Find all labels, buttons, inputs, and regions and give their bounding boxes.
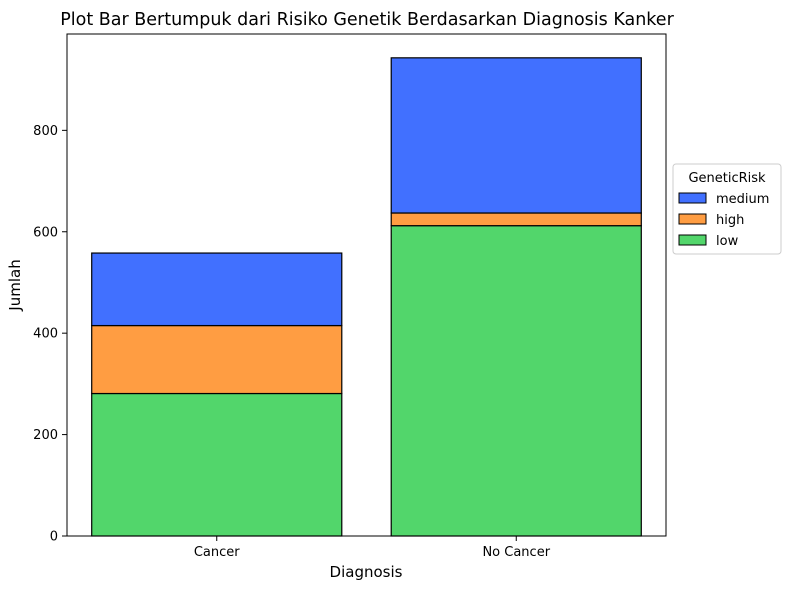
legend-swatch-medium: [678, 192, 707, 204]
legend-label-medium: medium: [716, 192, 769, 207]
y-axis: 0 200 400 600 800: [33, 124, 67, 545]
bar-low-0: [91, 392, 343, 537]
bar-medium-0: [91, 252, 343, 327]
y-tick-label-2: 400: [33, 327, 58, 342]
legend-label-high: high: [716, 213, 744, 228]
legend-swatch-high: [678, 213, 707, 225]
x-tick-label-0: Cancer: [194, 545, 240, 560]
legend-box: [672, 163, 782, 255]
y-tick-label-4: 800: [33, 124, 58, 139]
legend-label-low: low: [716, 234, 739, 249]
bar-high-1: [390, 212, 642, 227]
legend: GeneticRisk medium high low: [672, 163, 782, 255]
y-tick-label-0: 0: [50, 530, 58, 545]
legend-title: GeneticRisk: [688, 171, 766, 186]
bars-layer: [91, 57, 642, 537]
y-tick-label-1: 200: [33, 428, 58, 443]
y-tick-label-3: 600: [33, 225, 58, 240]
chart-title: Plot Bar Bertumpuk dari Risiko Genetik B…: [60, 10, 674, 30]
bar-medium-1: [390, 57, 642, 214]
plot-frame: [66, 33, 667, 537]
x-axis-label: Diagnosis: [330, 563, 403, 581]
bar-high-0: [91, 324, 343, 395]
bar-low-1: [390, 225, 642, 537]
x-tick-label-1: No Cancer: [482, 545, 550, 560]
legend-swatch-low: [678, 234, 707, 246]
y-axis-label: Jumlah: [6, 259, 24, 311]
x-axis: Cancer No Cancer: [194, 536, 551, 560]
